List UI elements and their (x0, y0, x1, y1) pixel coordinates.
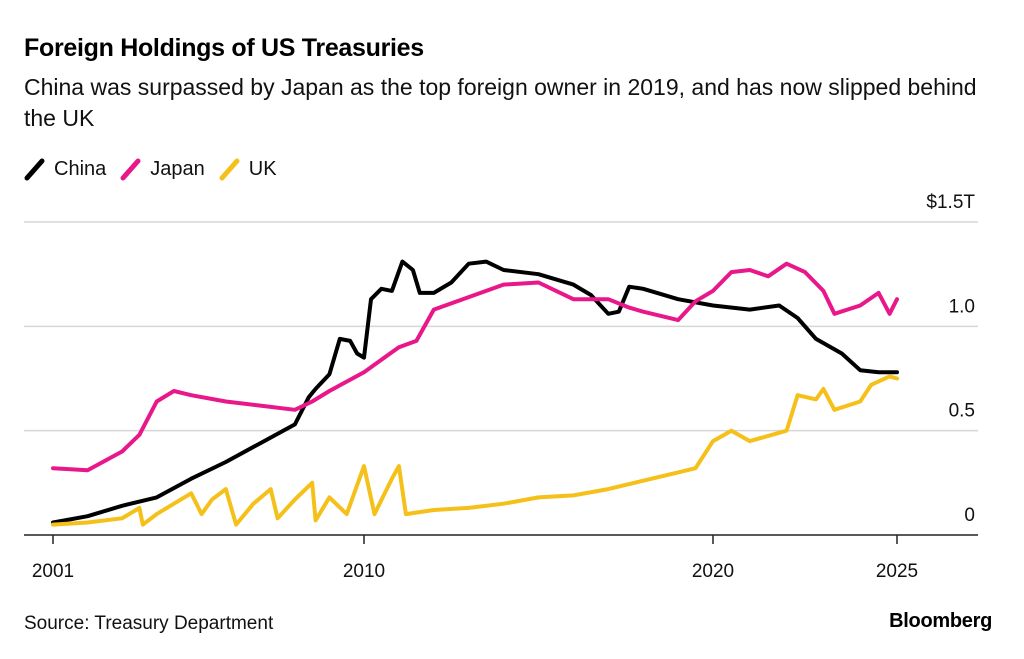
legend-label: China (54, 157, 107, 180)
legend-item-japan: Japan (120, 156, 205, 182)
y-tick-label: 1.0 (949, 296, 975, 317)
chart-title: Foreign Holdings of US Treasuries (24, 34, 424, 62)
x-tick-label: 2020 (692, 561, 734, 582)
legend-item-china: China (24, 156, 106, 182)
series-line-uk (51, 374, 899, 527)
legend-item-uk: UK (219, 156, 277, 182)
y-tick-label: 0 (964, 505, 975, 526)
legend-label: UK (248, 157, 277, 180)
x-tick-label: 2025 (876, 561, 918, 582)
y-tick-label: $1.5T (926, 192, 975, 213)
bloomberg-logo: Bloomberg (889, 610, 992, 632)
diagonal-line-icon (219, 158, 240, 181)
y-tick-label: 0.5 (949, 401, 975, 422)
source-note: Source: Treasury Department (24, 613, 274, 634)
legend-label: Japan (150, 157, 205, 180)
diagonal-line-icon (24, 158, 45, 181)
series-line-japan (51, 261, 899, 473)
chart-subtitle: China was surpassed by Japan as the top … (24, 74, 977, 131)
x-tick-label: 2010 (343, 561, 385, 582)
x-tick-label: 2001 (32, 561, 74, 582)
series-line-china (51, 259, 899, 525)
diagonal-line-icon (120, 158, 141, 181)
legend: China Japan UK (24, 156, 291, 182)
